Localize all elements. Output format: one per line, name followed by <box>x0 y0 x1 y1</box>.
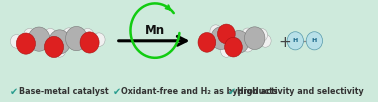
Ellipse shape <box>61 29 73 43</box>
Ellipse shape <box>245 27 265 49</box>
Ellipse shape <box>23 28 36 42</box>
Ellipse shape <box>44 28 56 42</box>
Ellipse shape <box>217 24 235 44</box>
Ellipse shape <box>49 30 71 54</box>
Ellipse shape <box>45 36 64 58</box>
Ellipse shape <box>210 25 222 38</box>
Ellipse shape <box>211 27 231 49</box>
Ellipse shape <box>229 30 249 53</box>
Text: H: H <box>293 38 298 43</box>
Ellipse shape <box>63 28 75 41</box>
Ellipse shape <box>16 33 36 54</box>
Ellipse shape <box>242 28 253 41</box>
Ellipse shape <box>53 44 66 57</box>
Ellipse shape <box>80 32 99 53</box>
Text: High activity and selectivity: High activity and selectivity <box>237 87 364 96</box>
Ellipse shape <box>287 32 304 50</box>
Text: Base-metal catalyst: Base-metal catalyst <box>19 87 108 96</box>
Ellipse shape <box>28 27 50 51</box>
Ellipse shape <box>242 39 253 52</box>
Text: +: + <box>278 35 291 50</box>
Ellipse shape <box>221 44 232 57</box>
Ellipse shape <box>10 35 23 48</box>
Text: Oxidant-free and H₂ as byproducts: Oxidant-free and H₂ as byproducts <box>121 87 277 96</box>
Ellipse shape <box>65 26 87 51</box>
Ellipse shape <box>256 29 268 41</box>
Text: ✔: ✔ <box>228 87 236 97</box>
Ellipse shape <box>198 33 216 52</box>
Text: ✔: ✔ <box>112 87 121 97</box>
Ellipse shape <box>260 34 271 47</box>
Ellipse shape <box>93 33 105 47</box>
Text: ✔: ✔ <box>10 87 19 97</box>
Ellipse shape <box>225 37 242 57</box>
Ellipse shape <box>306 32 322 50</box>
Text: H: H <box>312 38 317 43</box>
Text: Mn: Mn <box>145 24 165 37</box>
Ellipse shape <box>82 28 94 42</box>
